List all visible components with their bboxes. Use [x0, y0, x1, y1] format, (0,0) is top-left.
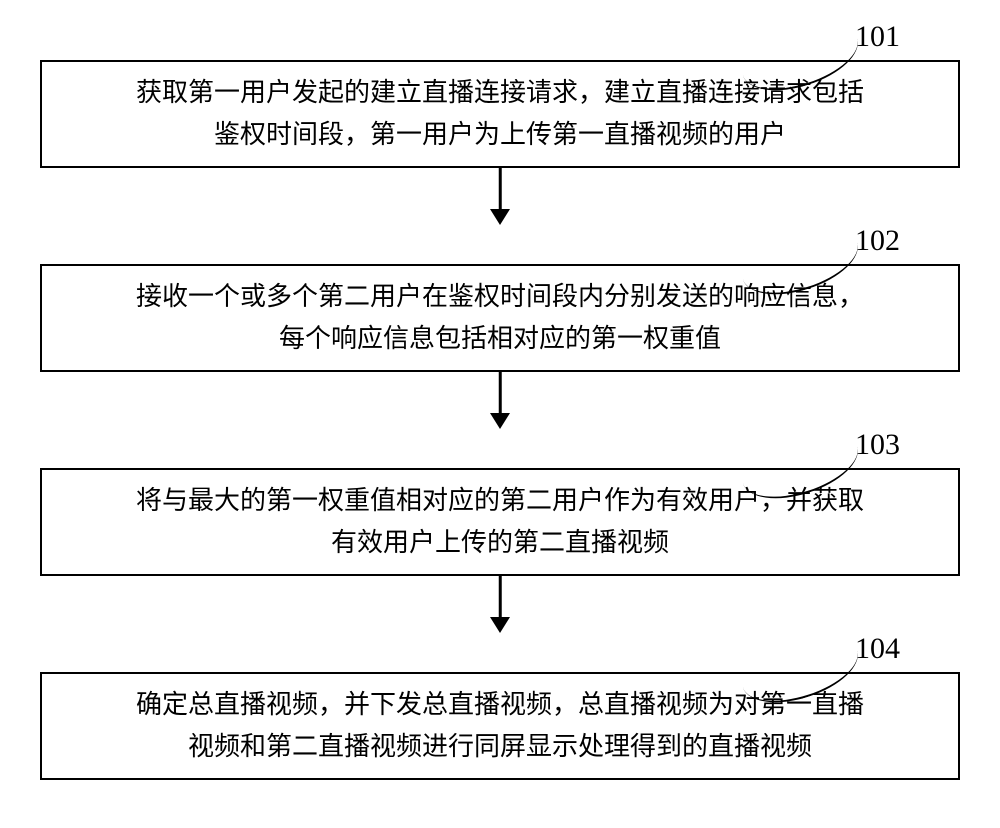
step-103: 103将与最大的第一权重值相对应的第二用户作为有效用户，并获取有效用户上传的第二…: [20, 428, 980, 576]
arrow-head-icon: [490, 413, 510, 429]
step-number: 102: [855, 224, 900, 258]
step-text-line: 视频和第二直播视频进行同屏显示处理得到的直播视频: [188, 726, 812, 768]
arrow-down: [480, 168, 520, 224]
arrow-line: [499, 168, 502, 210]
step-label-wrap: 102: [20, 224, 980, 264]
step-number: 103: [855, 428, 900, 462]
step-101: 101获取第一用户发起的建立直播连接请求，建立直播连接请求包括鉴权时间段，第一用…: [20, 20, 980, 168]
step-text-line: 有效用户上传的第二直播视频: [331, 522, 669, 564]
step-label-wrap: 101: [20, 20, 980, 60]
step-text-line: 每个响应信息包括相对应的第一权重值: [279, 318, 721, 360]
step-number: 104: [855, 632, 900, 666]
arrow-down: [480, 576, 520, 632]
step-number: 101: [855, 20, 900, 54]
step-104: 104确定总直播视频，并下发总直播视频，总直播视频为对第一直播视频和第二直播视频…: [20, 632, 980, 780]
arrow-line: [499, 576, 502, 618]
arrow-head-icon: [490, 209, 510, 225]
arrow-head-icon: [490, 617, 510, 633]
step-label-wrap: 104: [20, 632, 980, 672]
arrow-line: [499, 372, 502, 414]
step-102: 102接收一个或多个第二用户在鉴权时间段内分别发送的响应信息，每个响应信息包括相…: [20, 224, 980, 372]
step-text-line: 鉴权时间段，第一用户为上传第一直播视频的用户: [214, 114, 786, 156]
arrow-down: [480, 372, 520, 428]
flowchart: 101获取第一用户发起的建立直播连接请求，建立直播连接请求包括鉴权时间段，第一用…: [20, 20, 980, 780]
step-label-wrap: 103: [20, 428, 980, 468]
